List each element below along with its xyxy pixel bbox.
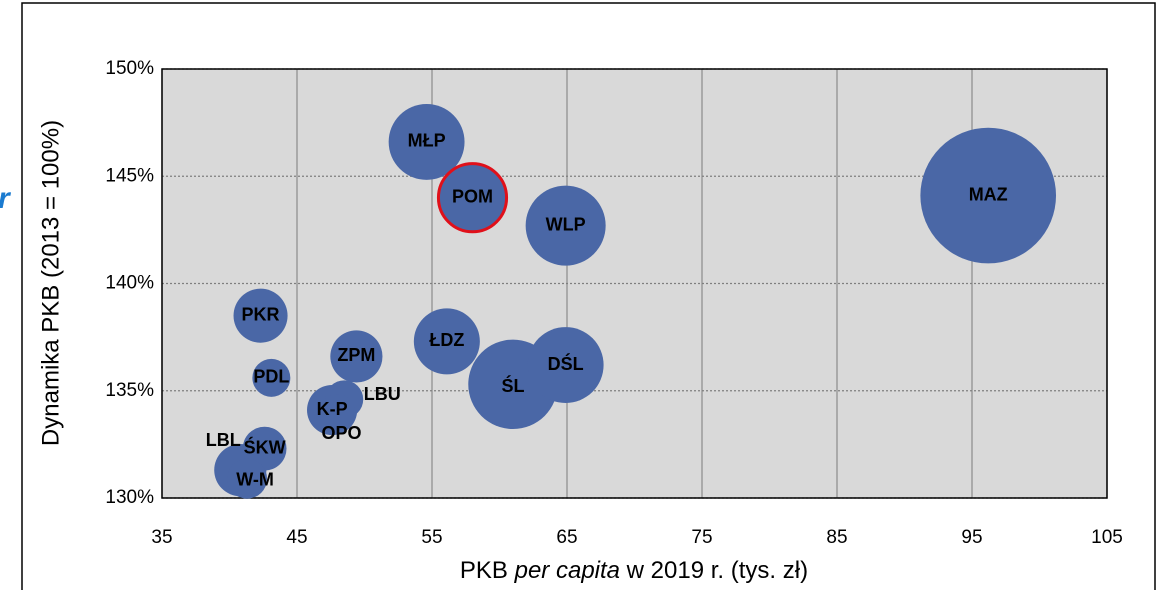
bubble	[413, 308, 480, 375]
data-label: PKR	[242, 304, 280, 324]
y-axis-label: Dynamika PKB (2013 = 100%)	[37, 120, 64, 446]
bubble	[330, 330, 383, 383]
data-label: OPO	[321, 423, 361, 443]
cut-text: r	[0, 182, 12, 215]
x-tick-label: 105	[1091, 527, 1123, 548]
x-tick-label: 95	[961, 527, 982, 548]
bubble	[525, 185, 606, 266]
data-label: LBU	[364, 384, 401, 404]
data-label: WLP	[546, 214, 586, 234]
bubble	[252, 358, 291, 397]
data-label: LBL	[206, 430, 241, 450]
x-tick-label: 55	[421, 527, 442, 548]
x-tick-label: 65	[556, 527, 577, 548]
bubble	[227, 458, 268, 499]
data-label: W-M	[236, 469, 274, 489]
data-label: POM	[452, 186, 493, 206]
plot-border	[161, 68, 1108, 499]
data-label: ŁDZ	[429, 330, 464, 350]
data-label: MAZ	[969, 184, 1008, 204]
y-tick-label: 140%	[105, 273, 154, 294]
bubble	[436, 162, 509, 234]
y-tick-label: 135%	[105, 380, 154, 401]
x-axis-label-part: per capita	[514, 557, 620, 584]
x-tick-label: 35	[151, 527, 172, 548]
x-tick-label: 85	[826, 527, 847, 548]
bubble	[233, 288, 288, 343]
x-axis-label-part: w 2019 r. (tys. zł)	[620, 557, 808, 584]
data-label: DŚL	[548, 353, 584, 374]
data-label: ŚL	[501, 375, 524, 396]
bubble	[242, 426, 287, 471]
bubble	[319, 394, 356, 431]
x-axis-label: PKB per capita w 2019 r. (tys. zł)	[460, 557, 808, 584]
data-label: K-P	[317, 399, 348, 419]
x-axis-label-part: PKB	[460, 557, 515, 584]
data-label: ZPM	[337, 345, 375, 365]
y-tick-label: 145%	[105, 165, 154, 186]
bubble	[920, 127, 1057, 264]
data-label: ŚKW	[244, 436, 286, 457]
y-tick-label: 130%	[105, 487, 154, 508]
x-tick-label: 75	[691, 527, 712, 548]
bubble	[527, 327, 604, 403]
bubble	[388, 103, 465, 180]
y-tick-label: 150%	[105, 58, 154, 79]
data-label: PDL	[253, 367, 289, 387]
x-tick-label: 45	[286, 527, 307, 548]
data-label: MŁP	[408, 131, 446, 151]
